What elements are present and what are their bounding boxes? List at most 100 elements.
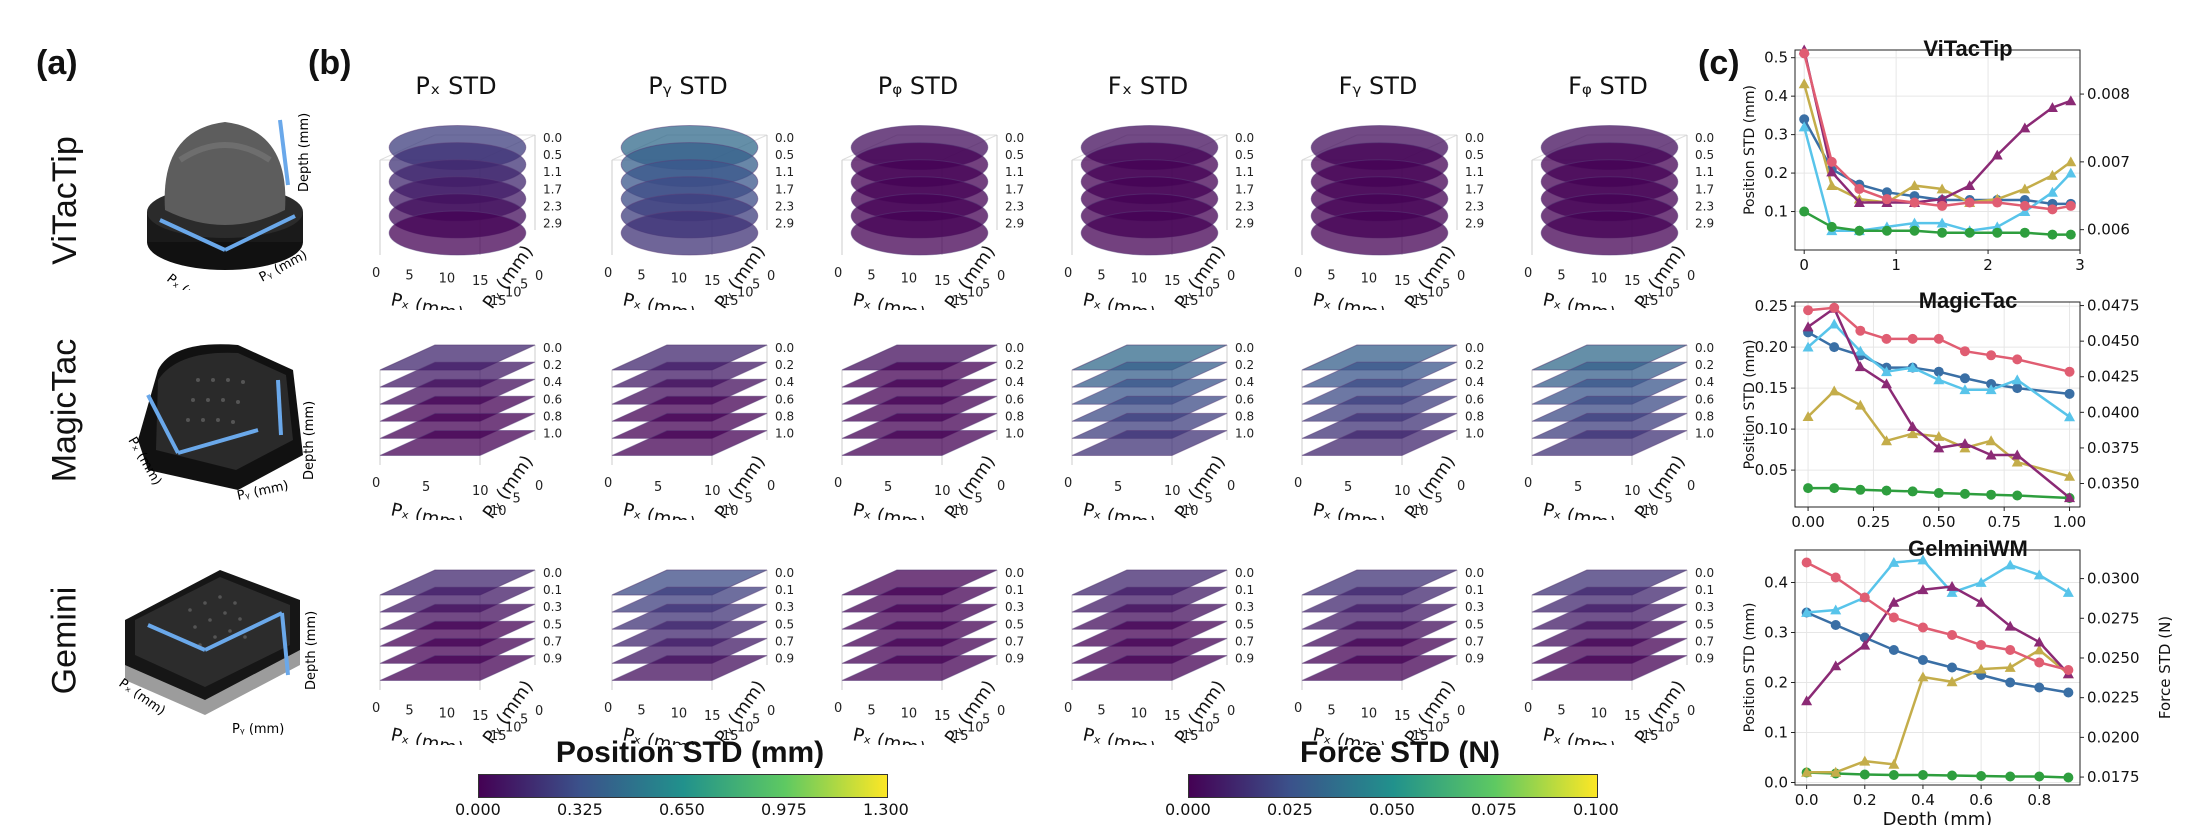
depth-tick-label: 0.8: [1695, 409, 1714, 423]
x-tick-label: 10: [1361, 271, 1378, 286]
depth-tick-label: 0.0: [775, 341, 794, 355]
y-tick-label: 10: [1197, 286, 1214, 301]
data-point-px: [1959, 373, 1970, 384]
depth-tick-label: 1.7: [543, 182, 562, 196]
data-point-fz: [1986, 350, 1997, 361]
data-point-fx: [2065, 156, 2077, 167]
y-tick-label: 10: [722, 504, 739, 519]
x-tick-label: 15: [704, 274, 721, 289]
y2-tick-label: 0.0375: [2087, 439, 2140, 457]
x-tick-label: 5: [884, 480, 892, 495]
depth-slice: [1301, 430, 1458, 456]
x-tick-label: 15: [1624, 274, 1641, 289]
data-point-fx: [2019, 183, 2031, 194]
y-tick-label: 0: [997, 479, 1005, 494]
depth-tick-label: 0.1: [543, 583, 562, 597]
data-point-pz: [1964, 227, 1975, 238]
data-point-px: [1933, 366, 1944, 377]
y2-tick-label: 0.008: [2087, 85, 2130, 103]
depth-tick-label: 0.4: [775, 375, 794, 389]
depth-slice: [1540, 210, 1679, 256]
x-tick-label: 15: [1394, 709, 1411, 724]
data-point-px: [2012, 383, 2023, 394]
data-point-pz: [1799, 206, 1810, 217]
chart-magictac: 0.05 0.10 0.15 0.20 0.25 0.00 0.25 0.50 0.75 1.00…: [1742, 297, 2140, 531]
depth-tick-label: 0.8: [1465, 409, 1484, 423]
depth-slice: [1531, 430, 1688, 456]
sensor-depth-label: Depth (mm): [297, 113, 312, 192]
data-point-fx: [1909, 180, 1921, 190]
series-line-py: [1806, 558, 2070, 614]
depth-tick-label: 0.6: [775, 392, 794, 406]
data-point-fz: [1959, 346, 1970, 357]
x-tick-label: 5: [1574, 480, 1582, 495]
data-point-fy: [1859, 639, 1871, 650]
x-tick-label: 15: [1164, 274, 1181, 289]
data-point-pz: [1933, 488, 1944, 499]
depth-tick-label: 0.6: [1005, 392, 1024, 406]
data-point-pz: [1803, 483, 1814, 494]
x-tick-label: 10: [671, 271, 688, 286]
data-point-pz: [1859, 769, 1870, 780]
data-point-fy: [1985, 449, 1997, 460]
depth-tick-label: 2.3: [543, 199, 562, 213]
depth-tick-label: 0.5: [1235, 617, 1254, 631]
data-point-px: [1986, 379, 1997, 389]
y-tick-label: 10: [967, 721, 984, 736]
gemini-sensor-illustration: Pₓ (mm) Pᵧ (mm) Depth (mm): [116, 570, 319, 735]
x-tick-label: 5: [1327, 269, 1335, 284]
y-tick-label: 0.10: [1755, 420, 1788, 438]
data-point-fx: [1854, 399, 1866, 410]
depth-tick-label: 1.1: [1465, 165, 1484, 179]
x-tick-label: 0: [372, 476, 380, 491]
y-tick-label: 0: [997, 269, 1005, 284]
x-tick-label: 0.6: [1969, 791, 1993, 809]
depth-tick-label: 1.1: [1695, 165, 1714, 179]
depth-tick-label: 0.0: [1235, 566, 1254, 580]
x-tick-label: 5: [1327, 704, 1335, 719]
depth-tick-label: 2.9: [775, 217, 794, 231]
colorbar-position-gradient: [478, 774, 888, 798]
y2-axis-label: Force STD (N): [2156, 616, 2174, 719]
depth-tick-label: 2.9: [1465, 217, 1484, 231]
data-point-fx: [2004, 662, 2016, 672]
y2-tick-label: 0.0175: [2087, 768, 2140, 786]
depth-tick-label: 1.0: [1005, 427, 1024, 441]
data-point-pz: [1854, 225, 1865, 236]
x-axis-label: Depth (mm): [1883, 809, 1993, 825]
y-tick-label: 15: [1642, 294, 1659, 309]
data-point-py: [1888, 557, 1900, 567]
data-point-py: [1830, 604, 1842, 615]
data-point-pz: [2012, 490, 2023, 501]
depth-tick-label: 0.0: [543, 566, 562, 580]
depth-slice: [841, 430, 998, 456]
depth-tick-label: 0.2: [1235, 358, 1254, 372]
data-point-fx: [1859, 755, 1871, 766]
depth-slice: [1071, 430, 1228, 456]
depth-slice: [379, 430, 536, 456]
column-title-fz-std: Fᵩ STD: [1568, 72, 1648, 100]
colorbar-position-title: Position STD (mm): [555, 736, 825, 769]
y-tick-label: 10: [505, 286, 522, 301]
data-point-pz: [1959, 488, 1970, 499]
y-tick-label: 0.25: [1755, 297, 1788, 315]
x-tick-label: 0: [604, 476, 612, 491]
x-tick-label: 0.4: [1911, 791, 1935, 809]
y-tick-label: 10: [952, 504, 969, 519]
colorbar-tick: 0.075: [1471, 800, 1517, 819]
depth-tick-label: 0.3: [1695, 600, 1714, 614]
depth-tick-label: 2.3: [1235, 199, 1254, 213]
y-tick-label: 10: [1427, 286, 1444, 301]
y-tick-label: 10: [490, 504, 507, 519]
data-point-fx: [1985, 435, 1997, 446]
depth-tick-label: 0.9: [1465, 652, 1484, 666]
y-tick-label: 0: [1227, 269, 1235, 284]
data-point-fz: [2064, 366, 2075, 377]
data-point-fz: [2047, 204, 2058, 215]
x-tick-label: 0: [834, 476, 842, 491]
depth-tick-label: 2.3: [1005, 199, 1024, 213]
data-point-fy: [1888, 596, 1900, 607]
